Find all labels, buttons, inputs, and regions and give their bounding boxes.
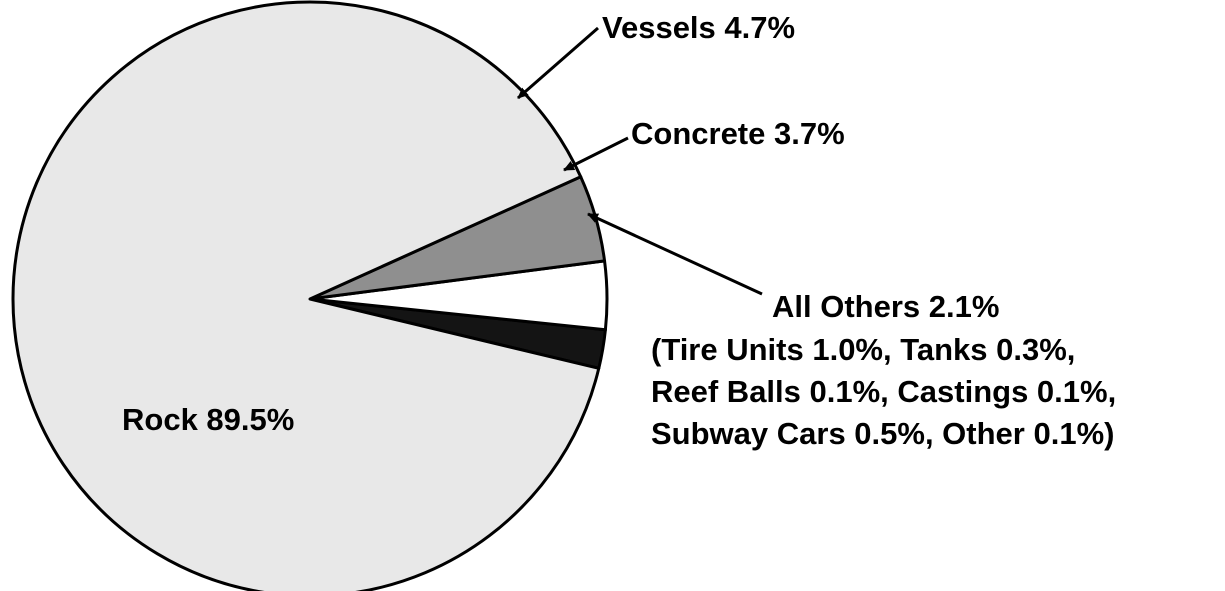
rock-label: Rock 89.5% [122,402,295,437]
concrete-label: Concrete 3.7% [631,116,845,151]
vessels-arrow [517,26,599,100]
concrete-arrow [563,136,629,172]
others-arrow [587,212,763,296]
pie-slices [11,0,609,591]
vessels-label: Vessels 4.7% [602,10,796,45]
others-breakdown-line: Subway Cars 0.5%, Other 0.1%) [651,416,1115,451]
all-others-label: All Others 2.1% [772,289,1000,324]
others-breakdown-line: Reef Balls 0.1%, Castings 0.1%, [651,374,1117,409]
label-arrows [517,26,763,296]
others-breakdown: (Tire Units 1.0%, Tanks 0.3%, Reef Balls… [651,329,1116,455]
others-breakdown-line: (Tire Units 1.0%, Tanks 0.3%, [651,332,1076,367]
rock-slice [11,0,601,591]
